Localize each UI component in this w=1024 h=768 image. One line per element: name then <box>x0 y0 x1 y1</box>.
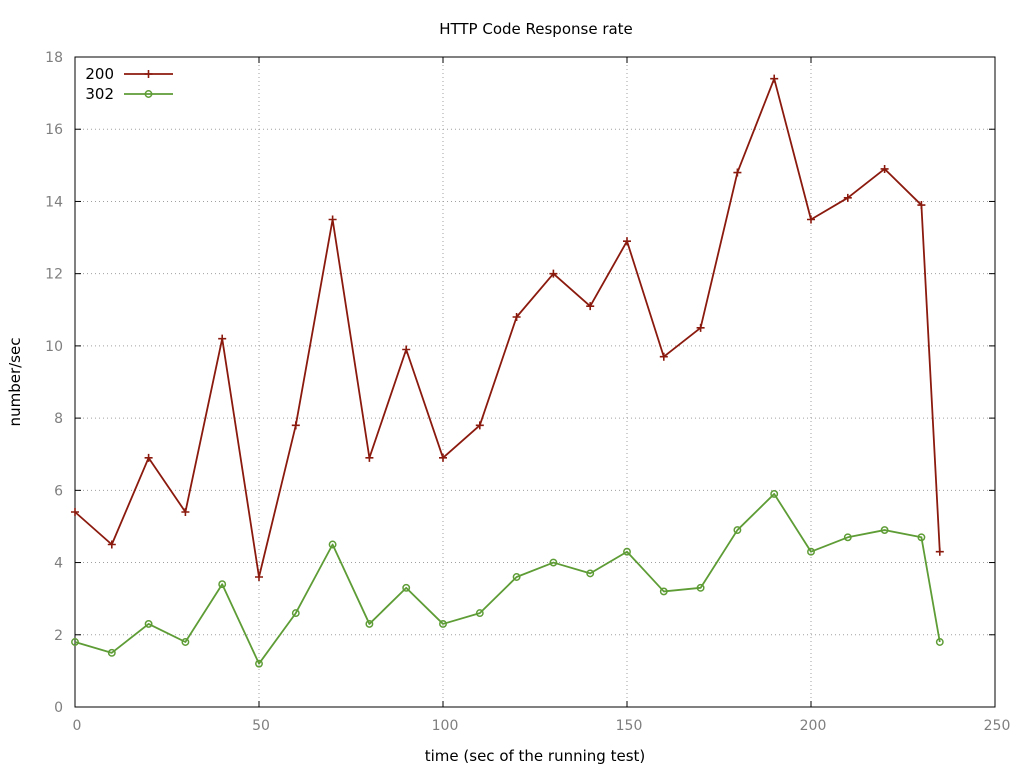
data-point-302 <box>291 609 300 618</box>
plot-frame <box>74 56 996 708</box>
data-point-302 <box>770 489 779 498</box>
data-point-302 <box>255 659 263 668</box>
y-tick-label: 10 <box>45 339 63 355</box>
data-point-200 <box>107 540 116 549</box>
y-tick-label: 4 <box>54 556 63 572</box>
y-tick-label: 8 <box>54 411 63 427</box>
data-point-200 <box>512 313 521 321</box>
y-tick-label: 2 <box>54 628 63 644</box>
y-tick-label: 6 <box>54 483 63 499</box>
grid <box>75 57 995 707</box>
series-layer <box>71 74 944 668</box>
data-point-302 <box>475 609 484 618</box>
legend-item-200: 200 <box>85 65 173 83</box>
legend-item-302: 302 <box>85 85 173 103</box>
data-point-302 <box>181 638 190 646</box>
data-point-302 <box>365 619 374 628</box>
data-point-200 <box>181 508 190 516</box>
data-point-200 <box>144 453 153 462</box>
legend-marker <box>144 90 153 98</box>
data-point-200 <box>807 215 815 224</box>
data-point-200 <box>880 164 889 173</box>
x-tick-label: 150 <box>616 718 643 734</box>
data-point-200 <box>439 453 447 462</box>
axis-ticks: 0 50 100 150 200 250 0 2 4 6 8 10 12 14 16 18 <box>45 50 1010 734</box>
series-line-200 <box>74 77 941 578</box>
legend-label: 200 <box>85 65 114 83</box>
data-point-200 <box>843 193 852 202</box>
data-point-302 <box>144 619 153 628</box>
x-tick-label: 200 <box>800 718 827 734</box>
data-point-200 <box>291 421 300 430</box>
chart-title: HTTP Code Response rate <box>439 20 633 38</box>
data-point-302 <box>328 540 337 549</box>
x-tick-label: 50 <box>252 718 270 734</box>
data-point-302 <box>807 547 815 556</box>
data-point-302 <box>107 648 116 657</box>
data-point-200 <box>935 547 944 556</box>
data-point-302 <box>623 547 631 556</box>
y-tick-label: 18 <box>45 50 63 66</box>
data-point-302 <box>586 569 595 578</box>
x-axis-label: time (sec of the running test) <box>425 747 646 765</box>
data-point-302 <box>218 580 227 589</box>
data-point-200 <box>71 508 79 516</box>
data-point-302 <box>917 533 926 542</box>
data-point-200 <box>328 215 337 224</box>
data-point-200 <box>255 573 263 581</box>
legend-marker <box>144 70 153 78</box>
data-point-200 <box>659 352 668 361</box>
x-tick-label: 0 <box>73 718 82 734</box>
series-200 <box>71 74 944 581</box>
data-point-200 <box>365 453 374 462</box>
data-point-302 <box>696 583 705 592</box>
data-point-302 <box>71 638 79 646</box>
data-point-200 <box>586 302 595 311</box>
data-point-200 <box>623 237 631 246</box>
data-point-200 <box>218 334 227 343</box>
y-tick-label: 0 <box>54 700 63 716</box>
data-point-200 <box>917 201 926 210</box>
series-line-302 <box>74 493 941 665</box>
data-point-302 <box>439 619 447 628</box>
y-tick-label: 12 <box>45 267 63 283</box>
data-point-302 <box>659 587 668 596</box>
series-302 <box>71 489 944 668</box>
data-point-200 <box>770 74 779 83</box>
legend-label: 302 <box>85 85 114 103</box>
y-axis-label: number/sec <box>6 338 24 427</box>
data-point-302 <box>512 573 521 581</box>
data-point-200 <box>549 269 558 278</box>
data-point-302 <box>549 558 558 567</box>
x-tick-label: 250 <box>984 718 1011 734</box>
data-point-302 <box>402 583 411 592</box>
data-point-302 <box>935 638 944 646</box>
data-point-200 <box>402 345 411 354</box>
data-point-200 <box>475 421 484 430</box>
data-point-200 <box>696 323 705 332</box>
data-point-302 <box>880 526 889 535</box>
x-tick-label: 100 <box>432 718 459 734</box>
data-point-302 <box>733 526 742 535</box>
data-point-302 <box>843 533 852 542</box>
data-point-200 <box>733 168 742 177</box>
y-tick-label: 16 <box>45 122 63 138</box>
y-tick-label: 14 <box>45 194 63 210</box>
